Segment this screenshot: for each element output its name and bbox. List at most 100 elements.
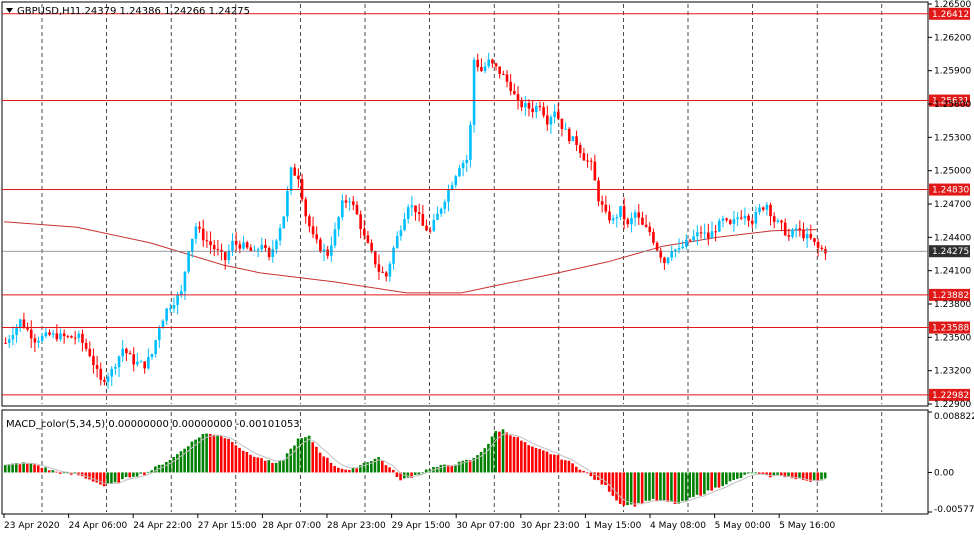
triangle-down-icon[interactable]: [6, 8, 13, 13]
macd-bar: [132, 472, 135, 477]
macd-bar: [117, 472, 121, 483]
candle-body: [73, 337, 77, 339]
macd-bar: [113, 472, 117, 483]
candle-body: [125, 348, 128, 354]
candle-body: [608, 211, 611, 221]
macd-bar: [750, 472, 754, 474]
macd-bar: [479, 451, 483, 473]
x-tick-label: 4 May 08:00: [650, 521, 706, 531]
macd-bar: [542, 450, 545, 473]
candle-body: [505, 74, 509, 82]
macd-bar: [40, 467, 44, 473]
horizontal-levels[interactable]: 1.26412 1.25631 1.24830 1.23882 1.23588 1.229…: [2, 7, 970, 401]
macd-bar: [106, 472, 110, 485]
level-price-label: 1.24830: [932, 186, 969, 196]
candle-body: [410, 205, 414, 208]
ma-line: [3, 221, 817, 294]
candle-body: [425, 225, 428, 231]
candle-body: [688, 239, 692, 241]
macd-bar: [333, 466, 336, 473]
candle-body: [560, 118, 564, 130]
macd-bar: [604, 472, 607, 486]
candle-body: [652, 232, 655, 243]
candle-body: [275, 240, 278, 250]
candle-body: [765, 204, 769, 210]
y-tick-label: 1.26200: [934, 33, 971, 43]
macd-bar: [150, 470, 153, 473]
candle-body: [707, 232, 710, 239]
y-tick-label: 1.24700: [934, 200, 971, 210]
macd-bar: [99, 472, 102, 485]
macd-bar: [282, 459, 285, 473]
candle-body: [308, 216, 311, 227]
candlesticks: [4, 52, 827, 389]
candle-body: [399, 230, 403, 237]
x-tick-label: 23 Apr 2020: [4, 521, 60, 531]
candle-body: [337, 217, 340, 230]
macd-bar: [428, 469, 432, 473]
macd-bar: [110, 472, 113, 484]
macd-bar: [366, 462, 369, 473]
candle-body: [754, 211, 758, 224]
macd-bar: [143, 472, 146, 476]
x-tick-label: 28 Apr 07:00: [262, 521, 321, 531]
candle-body: [187, 251, 190, 272]
candle-body: [297, 175, 300, 180]
macd-bar: [205, 433, 208, 473]
candle-body: [663, 257, 666, 264]
candle-body: [604, 204, 608, 212]
candle-body: [556, 111, 560, 119]
macd-bar: [413, 472, 417, 475]
macd-bar: [516, 437, 519, 473]
macd-bar: [260, 458, 263, 473]
candle-body: [816, 242, 820, 248]
macd-bar: [644, 472, 648, 501]
candle-body: [377, 264, 381, 272]
candle-body: [106, 376, 110, 382]
macd-bar: [571, 463, 574, 473]
chart-symbol: GBPUSD,H1: [17, 6, 76, 17]
macd-bar: [194, 439, 197, 473]
candle-body: [732, 219, 736, 224]
candle-body: [611, 218, 615, 221]
macd-bar: [18, 463, 22, 473]
macd-bar: [197, 437, 201, 473]
macd-bar: [487, 443, 490, 473]
candle-body: [406, 207, 410, 219]
macd-bar: [648, 472, 651, 501]
y-tick-label: 1.23800: [934, 300, 971, 310]
candle-body: [330, 245, 333, 256]
candle-body: [659, 250, 663, 258]
candle-body: [319, 239, 322, 252]
candle-body: [813, 238, 816, 243]
macd-bar: [315, 446, 318, 473]
candle-body: [780, 220, 783, 223]
level-price-tag: [929, 183, 970, 196]
level-price-tag: [929, 94, 970, 107]
macd-bar: [25, 463, 29, 473]
macd-bar: [476, 455, 479, 473]
candle-body: [443, 201, 447, 209]
candle-body: [520, 100, 523, 108]
candle-body: [805, 233, 809, 239]
candle-body: [615, 217, 619, 219]
candle-body: [172, 305, 176, 309]
macd-bar: [505, 432, 509, 473]
macd-bar: [736, 472, 739, 479]
macd-bar: [688, 472, 692, 498]
macd-bar: [816, 472, 820, 482]
macd-bar: [483, 448, 487, 473]
candle-body: [92, 356, 95, 366]
candle-body: [498, 66, 501, 75]
candle-body: [128, 353, 132, 355]
candle-body: [205, 240, 209, 242]
candle-body: [619, 206, 622, 218]
macd-label: MACD_color(5,34,5) 0.00000000 0.00000000…: [6, 419, 300, 430]
candle-body: [373, 250, 377, 265]
macd-bar: [36, 465, 40, 473]
macd-bar: [84, 472, 88, 479]
candle-body: [524, 103, 527, 108]
candle-body: [567, 128, 571, 142]
candle-body: [644, 224, 648, 227]
